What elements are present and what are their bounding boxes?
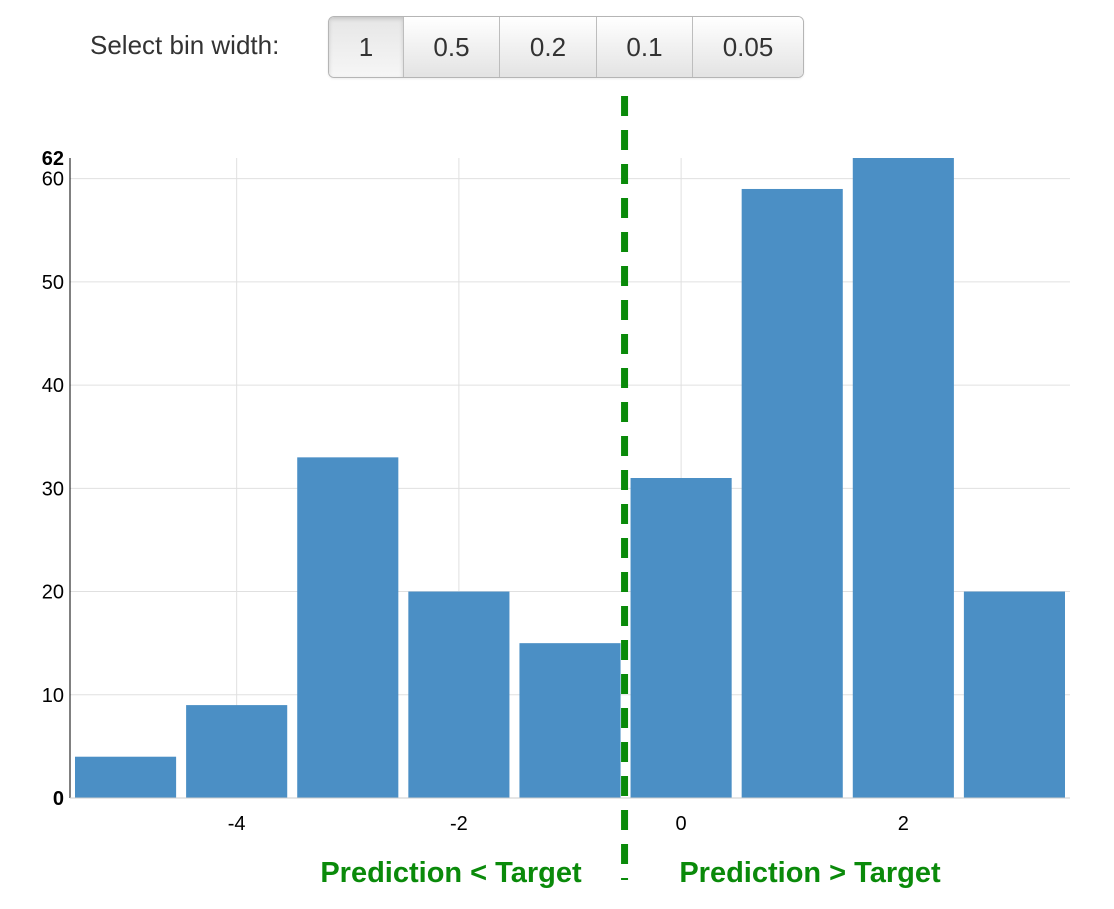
histogram-bar xyxy=(963,591,1065,798)
histogram-bar xyxy=(630,478,732,798)
bin-width-button-0-2[interactable]: 0.2 xyxy=(499,17,596,77)
histogram-bar xyxy=(852,158,954,798)
x-tick-label: 2 xyxy=(898,813,909,835)
toolbar: Select bin width: 1 0.5 0.2 0.1 0.05 xyxy=(0,0,1114,100)
y-tick-label: 40 xyxy=(42,375,64,397)
annotation-right: Prediction > Target xyxy=(679,857,941,889)
y-extreme-label: 62 xyxy=(42,148,64,170)
x-tick-label: -4 xyxy=(228,813,246,835)
histogram-bar xyxy=(186,705,288,798)
histogram-bar xyxy=(519,643,621,798)
y-tick-label: 50 xyxy=(42,272,64,294)
y-tick-label: 20 xyxy=(42,582,64,604)
y-axis-ticks: 10 20 30 40 50 60 0 62 xyxy=(42,148,64,810)
bin-width-button-1[interactable]: 1 xyxy=(329,17,403,77)
histogram-bar xyxy=(741,188,843,798)
bin-width-button-0-05[interactable]: 0.05 xyxy=(692,17,803,77)
x-tick-label: 0 xyxy=(676,813,687,835)
y-tick-label: 60 xyxy=(42,169,64,191)
bin-width-button-0-1[interactable]: 0.1 xyxy=(596,17,692,77)
histogram-bar xyxy=(297,457,399,798)
annotation-left: Prediction < Target xyxy=(320,857,582,889)
histogram-bars xyxy=(75,158,1065,798)
axes xyxy=(69,158,1070,799)
bin-width-button-0-5[interactable]: 0.5 xyxy=(403,17,499,77)
y-extreme-label: 0 xyxy=(53,788,64,810)
bin-width-button-group: 1 0.5 0.2 0.1 0.05 xyxy=(328,16,804,78)
histogram-bar xyxy=(75,756,177,798)
histogram-bar xyxy=(408,591,510,798)
y-tick-label: 30 xyxy=(42,478,64,500)
x-axis-ticks: -4 -2 0 2 xyxy=(228,813,909,835)
y-tick-label: 10 xyxy=(42,685,64,707)
x-tick-label: -2 xyxy=(450,813,468,835)
bin-width-label: Select bin width: xyxy=(90,30,280,60)
